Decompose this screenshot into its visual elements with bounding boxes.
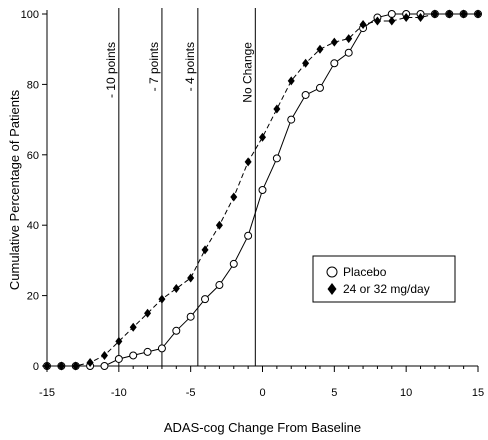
data-point-placebo xyxy=(114,354,123,363)
legend-box xyxy=(312,255,456,303)
reference-lines: - 10 points - 7 points - 4 points No Change xyxy=(104,8,256,366)
x-axis-title: ADAS-cog Change From Baseline xyxy=(164,420,361,435)
data-point-drug xyxy=(244,157,252,167)
data-point-drug xyxy=(345,34,353,44)
data-point-drug xyxy=(158,294,166,304)
data-point-drug xyxy=(100,350,108,360)
data-point-drug xyxy=(215,220,223,230)
data-point-placebo xyxy=(387,10,396,18)
data-point-drug xyxy=(474,9,482,19)
data-point-drug xyxy=(359,20,367,30)
reference-line-label: - 7 points xyxy=(147,42,161,91)
y-tick-label: 0 xyxy=(33,361,39,373)
data-point-placebo xyxy=(301,90,310,99)
y-tick-label: 80 xyxy=(27,79,39,91)
reference-line-label: - 10 points xyxy=(104,42,118,98)
x-tick-label: -15 xyxy=(39,387,55,399)
y-tick-label: 100 xyxy=(21,9,39,21)
legend-label-drug: 24 or 32 mg/day xyxy=(343,282,430,296)
data-point-placebo xyxy=(143,347,152,356)
reference-line-label: No Change xyxy=(240,42,254,103)
x-tick-label: 5 xyxy=(331,387,337,399)
data-point-placebo xyxy=(201,295,210,304)
data-point-drug xyxy=(129,322,137,332)
legend-marker-placebo xyxy=(326,266,338,278)
legend-label-placebo: Placebo xyxy=(343,265,387,279)
y-tick-label: 40 xyxy=(27,220,39,232)
x-tick-label: -10 xyxy=(111,387,127,399)
data-point-drug xyxy=(86,357,94,367)
data-point-placebo xyxy=(344,48,353,57)
data-point-drug xyxy=(115,336,123,346)
data-point-drug xyxy=(388,16,396,26)
series xyxy=(43,9,482,371)
x-tick-label: 0 xyxy=(259,387,265,399)
data-point-placebo xyxy=(215,281,224,290)
data-point-drug xyxy=(230,192,238,202)
legend: Placebo 24 or 32 mg/day xyxy=(312,255,456,303)
data-point-drug xyxy=(287,76,295,86)
data-point-drug xyxy=(402,13,410,23)
data-point-drug xyxy=(273,104,281,114)
data-point-drug xyxy=(302,58,310,68)
data-point-placebo xyxy=(258,186,267,194)
data-point-drug xyxy=(43,361,51,371)
data-point-drug xyxy=(72,361,80,371)
y-tick-label: 20 xyxy=(27,291,39,303)
data-point-drug xyxy=(57,361,65,371)
data-point-drug xyxy=(201,245,209,255)
data-point-placebo xyxy=(330,59,339,68)
data-point-placebo xyxy=(172,326,181,335)
data-point-placebo xyxy=(272,154,281,163)
reference-line-label: - 4 points xyxy=(183,42,197,91)
data-point-placebo xyxy=(100,362,109,370)
data-point-drug xyxy=(431,9,439,19)
data-point-placebo xyxy=(186,312,195,321)
data-point-drug xyxy=(144,308,152,318)
data-point-drug xyxy=(330,37,338,47)
data-point-placebo xyxy=(244,231,253,240)
legend-marker-drug xyxy=(327,283,337,295)
y-axis-title: Cumulative Percentage of Patients xyxy=(7,89,22,290)
y-tick-label: 60 xyxy=(27,150,39,162)
data-point-drug xyxy=(259,132,266,142)
data-point-placebo xyxy=(229,259,238,268)
data-point-placebo xyxy=(129,351,138,360)
data-point-drug xyxy=(460,9,468,19)
data-point-drug xyxy=(187,273,195,283)
data-point-drug xyxy=(445,9,453,19)
data-point-placebo xyxy=(157,344,166,353)
x-tick-label: -5 xyxy=(186,387,196,399)
x-tick-label: 10 xyxy=(400,387,412,399)
x-tick-label: 15 xyxy=(472,387,484,399)
data-point-placebo xyxy=(287,115,296,124)
data-point-drug xyxy=(373,16,381,26)
data-point-drug xyxy=(417,13,425,23)
data-point-drug xyxy=(316,44,324,54)
data-point-placebo xyxy=(315,83,324,92)
data-point-drug xyxy=(172,284,180,294)
